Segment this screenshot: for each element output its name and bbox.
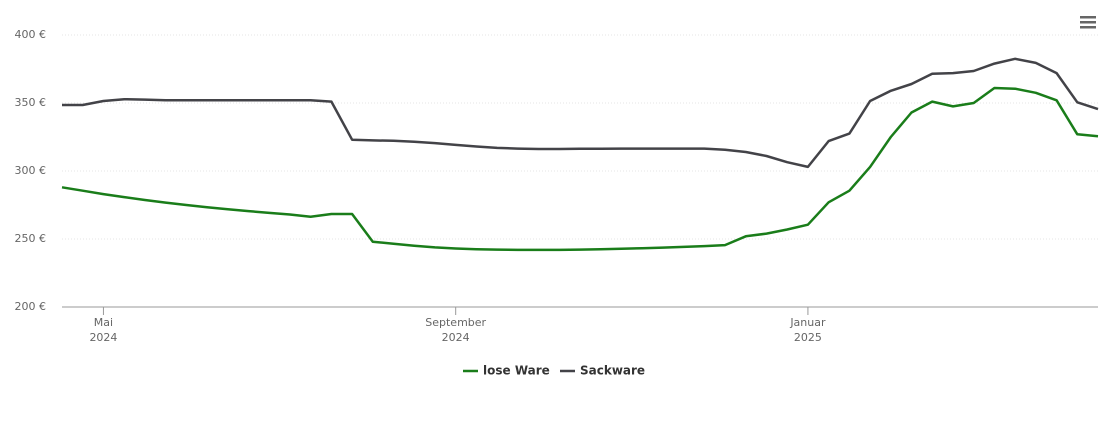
legend-item[interactable]: lose Ware <box>463 364 550 378</box>
legend-label: Sackware <box>580 364 645 378</box>
series-line <box>61 86 1099 252</box>
legend-item[interactable]: Sackware <box>560 364 645 378</box>
y-tick-label: 350 € <box>15 96 47 109</box>
x-tick-label: Januar 2025 <box>789 316 826 344</box>
y-tick-label: 200 € <box>15 300 47 313</box>
y-tick-label: 250 € <box>15 232 47 245</box>
x-tick-label: Mai 2024 <box>89 316 117 344</box>
series-line <box>62 57 1099 169</box>
y-tick-label: 300 € <box>15 164 47 177</box>
menu-button[interactable] <box>1078 14 1098 32</box>
y-tick-label: 400 € <box>15 28 47 41</box>
x-tick-label: September 2024 <box>425 316 486 344</box>
legend: lose Ware Sackware <box>463 364 645 378</box>
legend-label: lose Ware <box>483 364 550 378</box>
